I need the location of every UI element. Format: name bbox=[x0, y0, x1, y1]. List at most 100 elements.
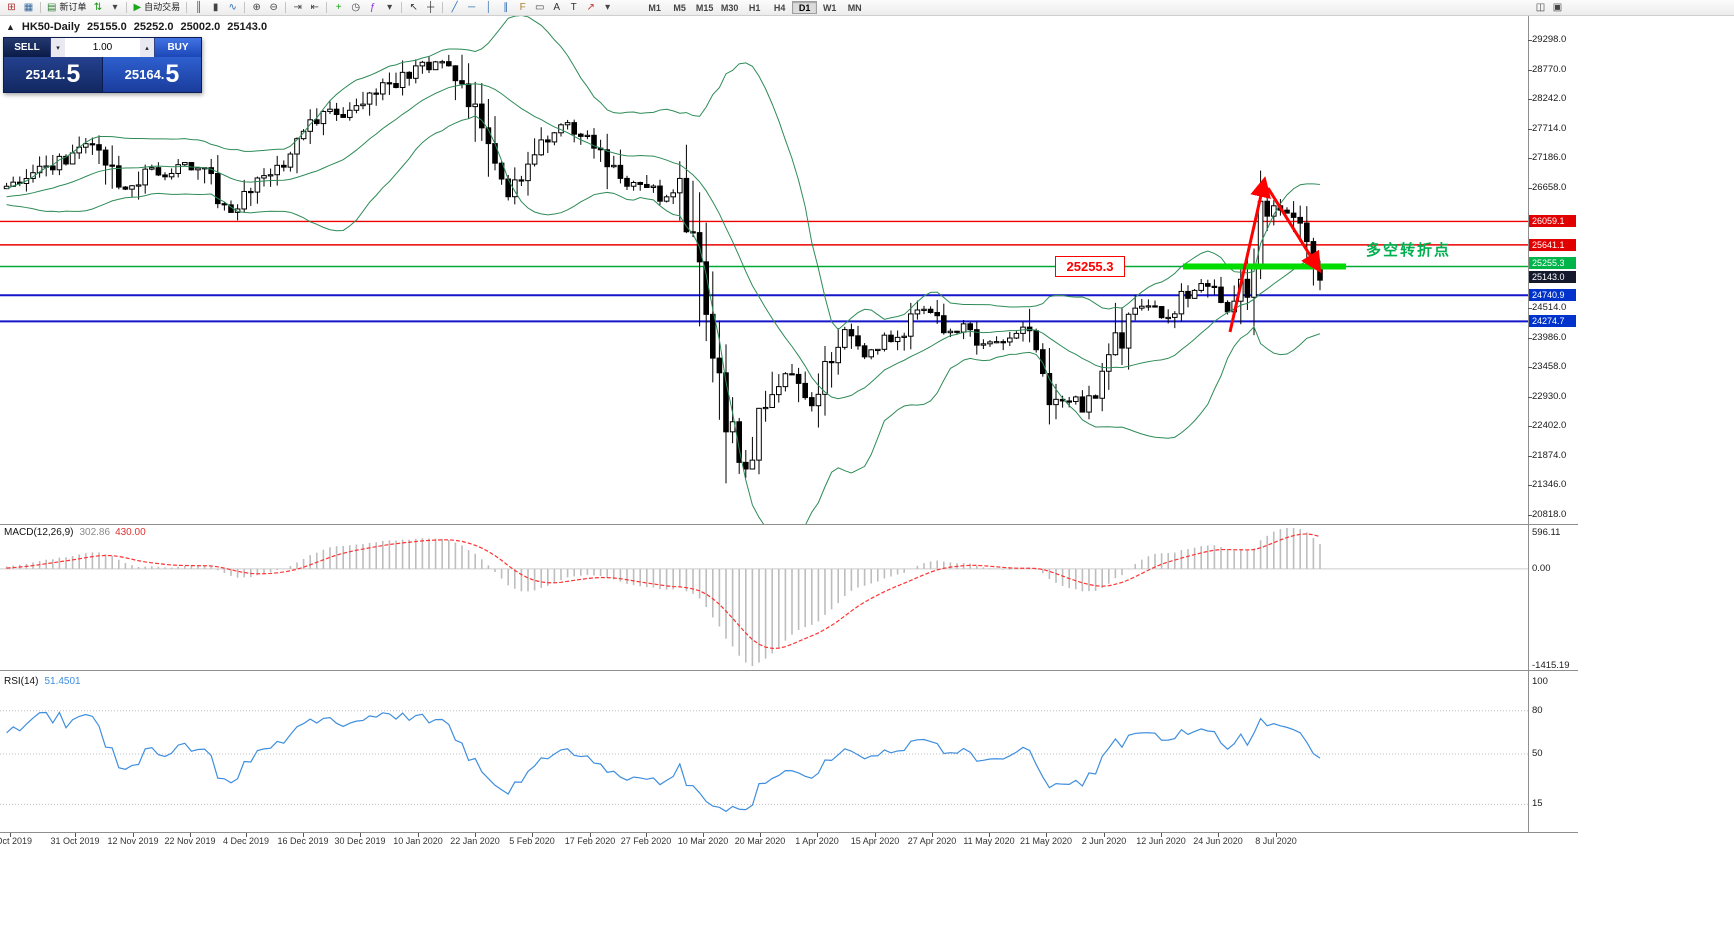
fibonacci-icon[interactable]: F bbox=[514, 1, 531, 15]
indicator-list-icon[interactable]: ƒ bbox=[364, 1, 381, 15]
candle bbox=[657, 185, 663, 202]
arrows-object-icon[interactable]: ↗ bbox=[582, 1, 599, 15]
timeframe-m1[interactable]: M1 bbox=[642, 1, 667, 14]
autotrading-button[interactable]: ▶ 自动交易 bbox=[130, 1, 183, 15]
candle bbox=[347, 109, 353, 118]
candle bbox=[776, 386, 782, 396]
macd-panel[interactable] bbox=[0, 525, 1528, 670]
buy-button[interactable]: BUY bbox=[155, 38, 201, 57]
line-chart-icon[interactable]: ∿ bbox=[224, 1, 241, 15]
volume-down-button[interactable]: ▾ bbox=[51, 38, 65, 57]
candle bbox=[518, 179, 525, 182]
candle bbox=[571, 122, 578, 135]
cursor-icon[interactable]: ↖ bbox=[405, 1, 422, 15]
timeframe-h1[interactable]: H1 bbox=[742, 1, 767, 14]
sell-button[interactable]: SELL bbox=[4, 38, 50, 57]
one-click-trading-panel: SELL ▾ ▴ BUY 25141.5 25164.5 bbox=[3, 37, 202, 93]
auto-scroll-icon[interactable]: ⇥ bbox=[289, 1, 306, 15]
horizontal-line-icon[interactable]: ─ bbox=[463, 1, 480, 15]
timeframe-m15[interactable]: M15 bbox=[692, 1, 717, 14]
crosshair-icon[interactable]: ┼ bbox=[422, 1, 439, 15]
price-scale-tick bbox=[1528, 455, 1532, 457]
date-tick bbox=[303, 833, 304, 837]
tile-windows-icon[interactable]: ◫ bbox=[1532, 1, 1549, 15]
candle bbox=[927, 308, 934, 314]
candle bbox=[1158, 306, 1165, 319]
date-tick bbox=[10, 833, 11, 837]
trend-arrows[interactable] bbox=[1228, 176, 1322, 333]
one-click-toggle-icon[interactable]: ▲ bbox=[6, 22, 15, 32]
volume-input[interactable] bbox=[65, 38, 140, 57]
order-dropdown-icon[interactable]: ▾ bbox=[106, 1, 123, 15]
chart-shift-icon[interactable]: ⇤ bbox=[306, 1, 323, 15]
indicator-dropdown-icon[interactable]: ▾ bbox=[381, 1, 398, 15]
candle bbox=[690, 231, 696, 234]
price-scale-tick bbox=[1528, 69, 1532, 71]
sell-price-display[interactable]: 25141. 5 bbox=[4, 57, 102, 92]
price-annotation-box[interactable]: 25255.3 bbox=[1055, 256, 1125, 277]
date-tick bbox=[1046, 833, 1047, 837]
candle bbox=[736, 421, 743, 463]
candle bbox=[1013, 332, 1020, 339]
volume-up-button[interactable]: ▴ bbox=[140, 38, 154, 57]
date-label: 12 Nov 2019 bbox=[107, 836, 159, 846]
buy-price-display[interactable]: 25164. 5 bbox=[102, 57, 201, 92]
price-scale-label: 29298.0 bbox=[1532, 34, 1567, 45]
candle bbox=[545, 139, 551, 143]
price-scale-border bbox=[1528, 16, 1529, 833]
highlight-level-bar[interactable] bbox=[1183, 263, 1346, 270]
cascade-windows-icon[interactable]: ▣ bbox=[1549, 1, 1566, 15]
price-scale-label: 28770.0 bbox=[1532, 63, 1567, 75]
panel-separator[interactable] bbox=[0, 832, 1578, 833]
bar-chart-icon[interactable]: ║ bbox=[190, 1, 207, 15]
price-badge: 25143.0 bbox=[1529, 270, 1576, 283]
date-label: 12 Jun 2020 bbox=[1136, 836, 1186, 846]
candle bbox=[894, 336, 901, 343]
panel-separator[interactable] bbox=[0, 670, 1578, 671]
add-indicator-icon[interactable]: + bbox=[330, 1, 347, 15]
ohlc-close: 25143.0 bbox=[227, 21, 268, 33]
rsi-panel[interactable] bbox=[0, 671, 1528, 832]
objects-dropdown-icon-glyph: ▾ bbox=[605, 1, 611, 13]
candle bbox=[941, 315, 947, 334]
shapes-icon[interactable]: ▭ bbox=[531, 1, 548, 15]
price-scale-tick bbox=[1528, 396, 1532, 398]
candle bbox=[472, 103, 478, 108]
text-icon[interactable]: A bbox=[548, 1, 565, 15]
main-chart[interactable] bbox=[0, 16, 1528, 524]
text-label-icon[interactable]: T bbox=[565, 1, 582, 15]
panel-separator[interactable] bbox=[0, 524, 1578, 525]
timeframe-d1[interactable]: D1 bbox=[792, 1, 818, 14]
timeframe-m30[interactable]: M30 bbox=[717, 1, 742, 14]
candle bbox=[393, 83, 399, 88]
new-chart-button[interactable]: ⊞ bbox=[3, 1, 20, 15]
zoom-out-icon[interactable]: ⊖ bbox=[265, 1, 282, 15]
zoom-in-icon[interactable]: ⊕ bbox=[248, 1, 265, 15]
candle bbox=[399, 71, 406, 88]
candle bbox=[934, 312, 941, 317]
chart-profiles-button[interactable]: ▦ bbox=[20, 1, 37, 15]
timeframe-h4[interactable]: H4 bbox=[767, 1, 792, 14]
candle bbox=[406, 71, 412, 79]
timeframe-m5[interactable]: M5 bbox=[667, 1, 692, 14]
channel-icon[interactable]: ∥ bbox=[497, 1, 514, 15]
turning-point-label[interactable]: 多空转折点 bbox=[1366, 242, 1452, 259]
updown-arrows-icon[interactable]: ⇅ bbox=[89, 1, 106, 15]
macd-caption: MACD(12,26,9) 302.86 430.00 bbox=[4, 527, 146, 538]
timeframe-w1[interactable]: W1 bbox=[817, 1, 842, 14]
candle bbox=[677, 177, 683, 194]
toolbar-separator bbox=[326, 2, 328, 13]
timeframe-mn[interactable]: MN bbox=[842, 1, 867, 14]
new-order-button[interactable]: ▤ 新订单 bbox=[44, 1, 89, 15]
candle bbox=[1304, 222, 1310, 243]
date-tick bbox=[760, 833, 761, 837]
objects-dropdown-icon[interactable]: ▾ bbox=[599, 1, 616, 15]
vertical-line-icon[interactable]: │ bbox=[480, 1, 497, 15]
period-clock-icon[interactable]: ◷ bbox=[347, 1, 364, 15]
date-tick bbox=[475, 833, 476, 837]
price-scale-tick bbox=[1528, 426, 1532, 428]
candlestick-chart-icon[interactable]: ▮ bbox=[207, 1, 224, 15]
trendline-icon[interactable]: ╱ bbox=[446, 1, 463, 15]
candle bbox=[1205, 283, 1211, 287]
price-scale-label: 20818.0 bbox=[1532, 509, 1567, 521]
